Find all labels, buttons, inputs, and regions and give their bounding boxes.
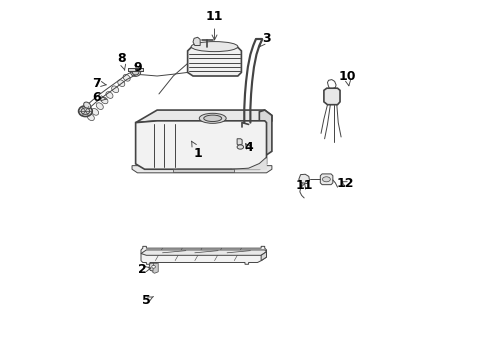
Ellipse shape bbox=[118, 80, 125, 86]
Text: 7: 7 bbox=[92, 77, 106, 90]
Ellipse shape bbox=[191, 41, 238, 51]
Polygon shape bbox=[153, 263, 158, 273]
Ellipse shape bbox=[87, 114, 95, 121]
Ellipse shape bbox=[84, 102, 91, 109]
Ellipse shape bbox=[199, 113, 226, 123]
Ellipse shape bbox=[237, 145, 244, 149]
Polygon shape bbox=[237, 139, 242, 145]
Polygon shape bbox=[299, 174, 310, 184]
Text: 6: 6 bbox=[92, 91, 106, 104]
Polygon shape bbox=[231, 158, 267, 169]
Ellipse shape bbox=[112, 86, 119, 93]
Ellipse shape bbox=[96, 103, 103, 109]
Polygon shape bbox=[259, 110, 272, 155]
Text: 1: 1 bbox=[192, 141, 203, 159]
Ellipse shape bbox=[131, 68, 141, 76]
Polygon shape bbox=[320, 174, 333, 185]
Ellipse shape bbox=[92, 108, 98, 115]
Polygon shape bbox=[324, 88, 340, 105]
Text: 2: 2 bbox=[138, 263, 151, 276]
Polygon shape bbox=[149, 263, 157, 271]
Polygon shape bbox=[141, 250, 267, 255]
Text: 3: 3 bbox=[259, 32, 271, 47]
Ellipse shape bbox=[106, 92, 113, 98]
Ellipse shape bbox=[123, 75, 130, 81]
Bar bbox=[173, 168, 234, 172]
Text: 9: 9 bbox=[133, 60, 142, 73]
Text: 11: 11 bbox=[206, 10, 223, 40]
Polygon shape bbox=[193, 37, 200, 45]
Text: 4: 4 bbox=[244, 141, 253, 154]
Ellipse shape bbox=[101, 97, 108, 104]
Ellipse shape bbox=[152, 265, 155, 268]
Ellipse shape bbox=[322, 177, 330, 182]
Polygon shape bbox=[141, 246, 267, 264]
Ellipse shape bbox=[78, 106, 92, 117]
Bar bbox=[128, 68, 143, 71]
Polygon shape bbox=[188, 47, 242, 76]
Ellipse shape bbox=[132, 70, 139, 75]
Text: 8: 8 bbox=[117, 51, 125, 70]
Ellipse shape bbox=[204, 115, 221, 122]
Text: 10: 10 bbox=[339, 69, 356, 86]
Text: 11: 11 bbox=[295, 179, 313, 192]
Polygon shape bbox=[136, 121, 267, 169]
Ellipse shape bbox=[81, 108, 90, 114]
Polygon shape bbox=[261, 252, 267, 261]
Polygon shape bbox=[132, 166, 272, 173]
Polygon shape bbox=[136, 110, 272, 123]
Text: 5: 5 bbox=[142, 294, 153, 307]
Text: 12: 12 bbox=[337, 177, 354, 190]
